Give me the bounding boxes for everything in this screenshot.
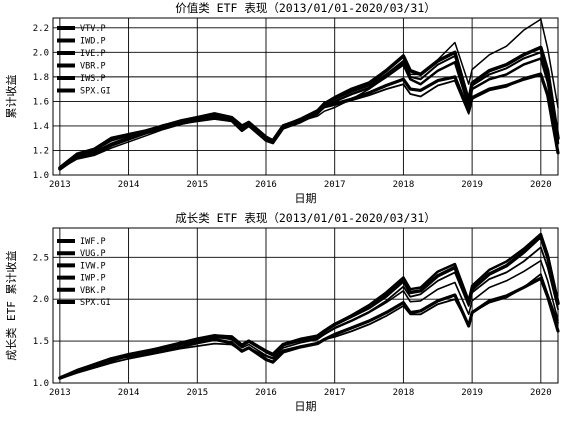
legend-label: VBR.P <box>80 62 106 72</box>
legend-label: VTV.P <box>80 24 106 34</box>
y-tick-label: 1.5 <box>33 337 49 347</box>
legend-label: IWD.P <box>80 37 106 47</box>
x-tick-label: 2013 <box>49 180 71 190</box>
x-tick-label: 2015 <box>186 180 208 190</box>
y-tick-label: 1.0 <box>33 171 49 181</box>
series-line-iwp-p <box>59 259 559 379</box>
x-tick-label: 2018 <box>393 180 415 190</box>
series-line-iws-p <box>59 72 559 169</box>
chart-title: 成长类 ETF 表现（2013/01/01-2020/03/31） <box>175 211 436 225</box>
legend-label: IWF.P <box>80 237 106 247</box>
y-tick-label: 2.0 <box>33 48 49 58</box>
legend-label: SPX.GI <box>80 298 111 308</box>
legend-label: VBK.P <box>80 286 106 296</box>
x-tick-label: 2015 <box>186 388 208 398</box>
x-tick-label: 2020 <box>530 180 552 190</box>
x-tick-label: 2016 <box>255 180 277 190</box>
y-axis-label: 累计收益 <box>4 75 18 119</box>
y-tick-label: 2.5 <box>33 253 49 263</box>
x-tick-label: 2017 <box>324 180 346 190</box>
chart-title: 价值类 ETF 表现（2013/01/01-2020/03/31） <box>175 1 436 15</box>
legend-label: IWP.P <box>80 274 106 284</box>
y-tick-label: 1.2 <box>33 146 49 156</box>
series-line-ive-p <box>58 51 559 170</box>
plot-frame <box>52 227 559 384</box>
x-tick-label: 2014 <box>118 180 140 190</box>
y-tick-label: 2.2 <box>33 24 49 34</box>
x-tick-label: 2014 <box>118 388 140 398</box>
y-tick-label: 1.8 <box>33 73 49 83</box>
y-tick-label: 1.4 <box>33 122 49 132</box>
series-line-vbk-p <box>58 276 560 380</box>
x-axis-label: 日期 <box>295 400 317 413</box>
x-tick-label: 2013 <box>49 388 71 398</box>
x-axis-label: 日期 <box>295 192 317 205</box>
x-tick-label: 2017 <box>324 388 346 398</box>
series-line-spx-gi <box>59 18 559 170</box>
y-tick-label: 1.0 <box>33 379 49 389</box>
series-line-vbr-p <box>58 72 560 170</box>
value-etf-chart: 2013 2014 2015 2016 2017 2018 2019 2020 1.0 1.2 1.… <box>4 1 560 205</box>
x-tick-label: 2018 <box>393 388 415 398</box>
x-tick-label: 2016 <box>255 388 277 398</box>
x-tick-label: 2019 <box>461 180 483 190</box>
plot-frame <box>52 17 559 176</box>
y-tick-label: 2.0 <box>33 295 49 305</box>
y-tick-label: 1.6 <box>33 97 49 107</box>
growth-etf-chart: 2013 2014 2015 2016 2017 2018 2019 2020 1.0 1.5 2.… <box>4 211 560 413</box>
legend-label: IVW.P <box>80 261 106 271</box>
x-tick-label: 2019 <box>461 388 483 398</box>
series-line-spx-gi <box>59 273 559 380</box>
legend-label: SPX.GI <box>80 87 111 97</box>
legend-label: IVE.P <box>80 49 106 59</box>
legend-label: IWS.P <box>80 74 106 84</box>
y-axis-label: 成长类 ETF 累计收益 <box>4 250 18 360</box>
x-tick-label: 2020 <box>530 388 552 398</box>
legend-label: VUG.P <box>80 249 106 259</box>
